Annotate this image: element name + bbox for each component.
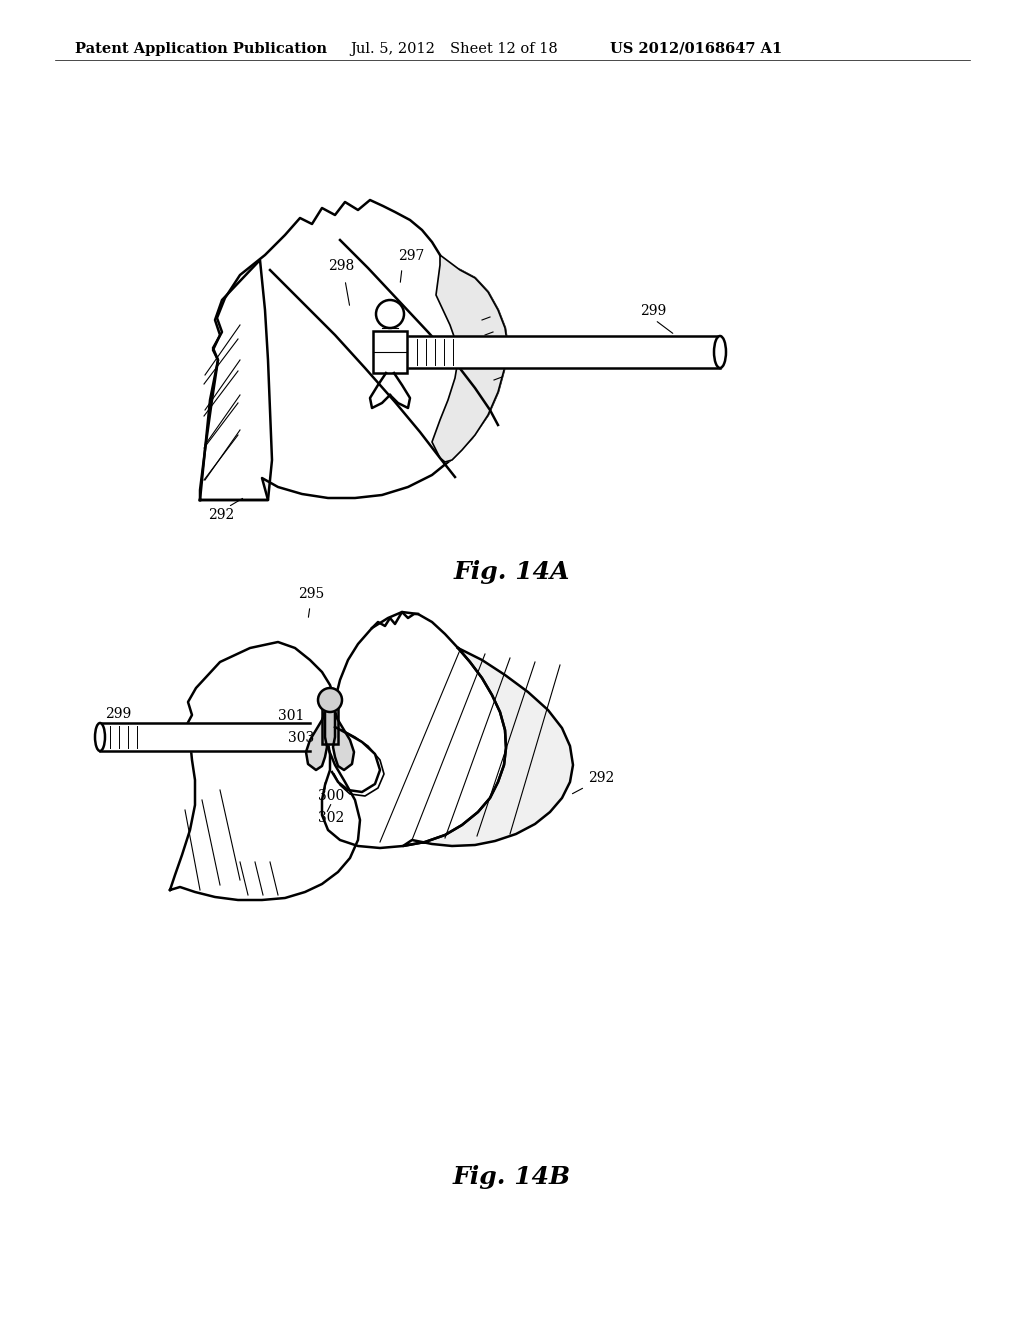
Text: Fig. 14B: Fig. 14B [453,1166,571,1189]
Polygon shape [333,711,354,770]
Text: Patent Application Publication: Patent Application Publication [75,42,327,55]
Text: 301: 301 [278,709,304,723]
Polygon shape [403,648,573,846]
Text: 292: 292 [208,508,234,521]
Polygon shape [200,201,508,500]
Circle shape [318,688,342,711]
Text: 302: 302 [318,810,344,825]
Circle shape [376,300,404,327]
Bar [322,708,338,744]
Polygon shape [432,255,508,462]
Text: Sheet 12 of 18: Sheet 12 of 18 [450,42,558,55]
Text: 303: 303 [288,731,314,744]
Bar [373,331,407,374]
Bar [373,331,407,374]
Text: 295: 295 [298,587,325,601]
Polygon shape [306,711,327,770]
Text: 299: 299 [640,304,667,318]
Bar [322,708,338,744]
Polygon shape [200,260,272,500]
Text: Jul. 5, 2012: Jul. 5, 2012 [350,42,435,55]
Polygon shape [322,612,506,847]
Text: 298: 298 [328,259,354,273]
Text: Fig. 14A: Fig. 14A [454,560,570,583]
Ellipse shape [714,337,726,368]
Text: 297: 297 [398,249,424,263]
Ellipse shape [95,723,105,751]
Text: 299: 299 [105,708,131,721]
Text: 300: 300 [318,789,344,803]
Text: US 2012/0168647 A1: US 2012/0168647 A1 [610,42,782,55]
Polygon shape [170,642,360,900]
Text: 292: 292 [588,771,614,785]
